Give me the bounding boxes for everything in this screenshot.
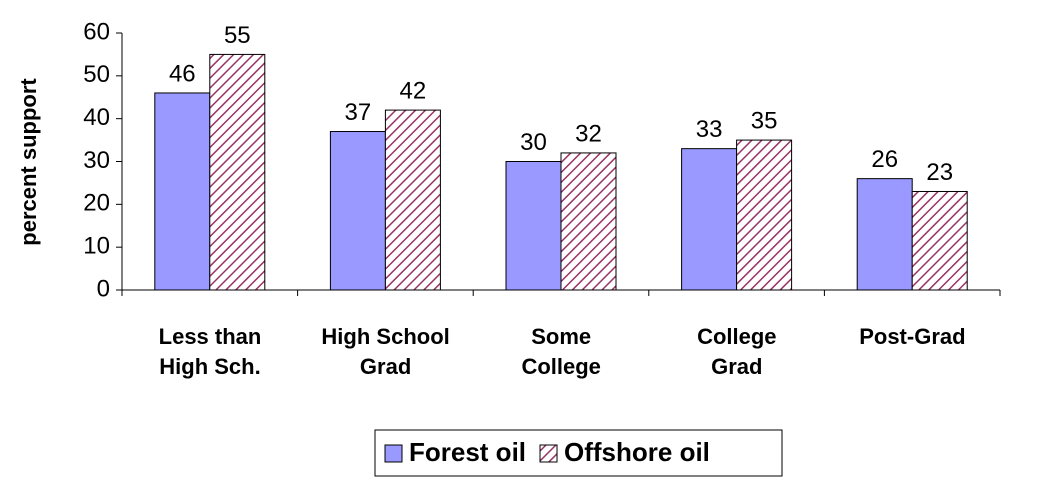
- x-tick-label: College Grad: [697, 324, 777, 379]
- bar: [911, 190, 968, 291]
- data-label: 42: [400, 77, 427, 104]
- bar: [856, 178, 913, 291]
- data-label: 32: [575, 120, 602, 147]
- x-tick-label: Post-Grad: [859, 324, 966, 349]
- data-label: 55: [224, 22, 251, 49]
- y-tick-label: 40: [83, 104, 110, 131]
- bar: [681, 148, 738, 291]
- bar: [329, 131, 386, 291]
- data-label: 30: [520, 129, 547, 156]
- bar: [209, 53, 266, 291]
- legend-box: [374, 429, 783, 477]
- bar: [736, 139, 793, 291]
- y-tick-label: 10: [83, 233, 110, 260]
- data-label: 37: [345, 99, 372, 126]
- data-label: 35: [751, 107, 778, 134]
- bar: [505, 161, 562, 291]
- data-label: 23: [926, 159, 953, 186]
- x-tick-label: Less than High Sch.: [158, 324, 262, 379]
- legend-label: Forest oil: [409, 437, 526, 467]
- data-label: 46: [169, 60, 196, 87]
- y-tick-label: 0: [97, 275, 110, 302]
- y-tick-label: 20: [83, 190, 110, 217]
- data-label: 33: [696, 116, 723, 143]
- bar: [560, 152, 617, 291]
- legend-swatch: [539, 444, 558, 463]
- legend-label: Offshore oil: [564, 437, 710, 467]
- y-tick-label: 30: [83, 147, 110, 174]
- bar: [154, 92, 211, 291]
- y-axis-label: percent support: [16, 78, 41, 246]
- bar: [384, 109, 441, 291]
- legend-swatch: [384, 444, 403, 463]
- data-label: 26: [871, 146, 898, 173]
- x-tick-label: Some College: [521, 324, 601, 379]
- y-tick-label: 50: [83, 61, 110, 88]
- x-tick-label: High School Grad: [321, 324, 450, 379]
- y-tick-label: 60: [83, 18, 110, 45]
